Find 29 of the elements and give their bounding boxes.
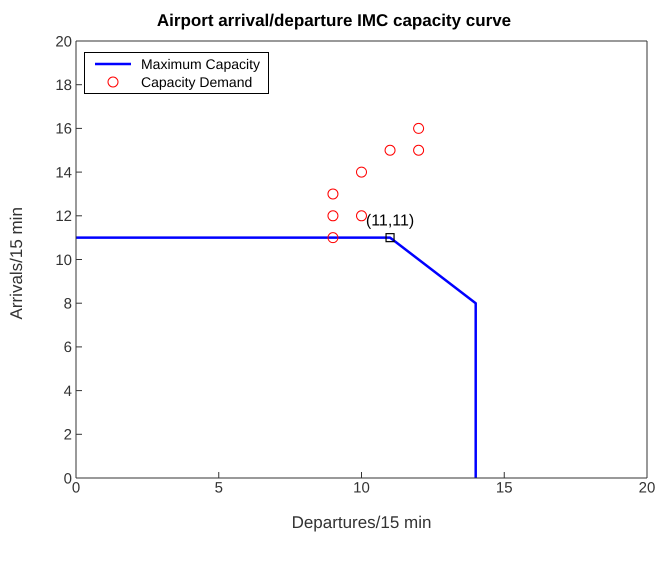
y-tick-label: 18 [55, 77, 72, 94]
y-tick-label: 8 [64, 296, 72, 313]
y-tick-label: 4 [64, 382, 72, 400]
x-axis-title: Departures/15 min [292, 513, 432, 532]
chart-title: Airport arrival/departure IMC capacity curve [156, 10, 512, 32]
legend-label: Maximum Capacity [141, 55, 260, 73]
y-tick-label: 20 [55, 33, 72, 50]
point [384, 144, 396, 156]
y-tick-label: 2 [64, 426, 72, 444]
legend-label: Capacity Demand [141, 73, 252, 91]
point [327, 210, 338, 222]
point [356, 210, 367, 222]
x-tick-label: 20 [638, 480, 656, 497]
y-tick-label: 6 [64, 339, 72, 356]
y-axis-title: Arrivals/15 min [7, 207, 26, 320]
annotation: (11,11) [366, 212, 414, 230]
point [327, 188, 338, 200]
y-tick-label: 10 [55, 252, 72, 269]
y-tick-label: 16 [55, 120, 72, 138]
point [413, 144, 424, 156]
point [385, 233, 395, 242]
y-tick-label: 12 [55, 208, 72, 226]
point [413, 122, 424, 134]
x-tick-label: 15 [496, 480, 513, 497]
point [356, 166, 367, 178]
point [327, 232, 338, 244]
y-tick-label: 14 [55, 164, 72, 182]
x-tick-label: 5 [214, 480, 223, 497]
x-tick-label: 10 [353, 480, 370, 497]
